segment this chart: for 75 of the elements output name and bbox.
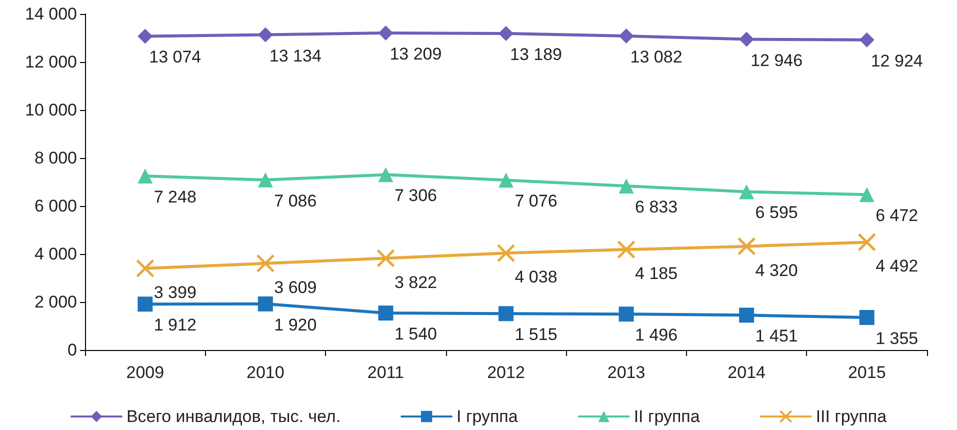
- x-tick-label: 2013: [607, 363, 646, 382]
- y-tick-label: 2 000: [34, 292, 77, 312]
- point: [498, 26, 514, 41]
- point: [378, 25, 394, 40]
- legend-label: II группа: [634, 407, 700, 426]
- data-label: 7 248: [154, 188, 196, 207]
- y-tick-label: 6 000: [34, 196, 77, 216]
- data-label: 1 920: [274, 315, 317, 334]
- data-label: 13 074: [149, 48, 202, 67]
- y-tick-label: 14 000: [25, 4, 77, 24]
- y-tick-label: 0: [68, 340, 77, 360]
- point: [618, 178, 634, 194]
- data-label: 1 540: [394, 324, 437, 344]
- data-label: 13 134: [269, 46, 322, 66]
- data-label: 13 082: [630, 48, 682, 67]
- data-label: 4 038: [514, 268, 558, 287]
- point: [378, 306, 394, 321]
- data-label: 12 924: [870, 51, 923, 70]
- point: [739, 184, 754, 200]
- x-tick-label: 2012: [487, 363, 525, 382]
- data-label: 7 306: [394, 186, 437, 206]
- point: [739, 308, 754, 323]
- data-label: 7 076: [514, 192, 558, 211]
- point: [256, 254, 275, 273]
- point: [859, 187, 874, 202]
- x-tick-label: 2009: [126, 363, 164, 382]
- x-tick-label: 2015: [848, 363, 886, 382]
- data-label: 13 209: [390, 44, 442, 64]
- y-tick-label: 10 000: [25, 100, 77, 120]
- point: [258, 172, 273, 188]
- point: [617, 240, 636, 259]
- point: [378, 167, 394, 182]
- data-label: 6 833: [635, 198, 678, 217]
- legend-label: Всего инвалидов, тыс. чел.: [126, 407, 341, 426]
- data-label: 6 595: [755, 203, 798, 222]
- point: [498, 306, 514, 322]
- point: [138, 28, 153, 44]
- point: [138, 296, 153, 312]
- data-label: 7 086: [274, 191, 317, 210]
- point: [618, 306, 634, 322]
- point: [376, 249, 395, 268]
- data-label: 1 496: [635, 326, 678, 345]
- point: [496, 244, 516, 262]
- data-label: 1 451: [755, 326, 798, 346]
- y-tick-label: 4 000: [34, 244, 77, 264]
- data-label: 4 492: [876, 256, 918, 276]
- data-label: 3 609: [274, 278, 317, 297]
- point: [739, 32, 754, 47]
- data-label: 3 399: [154, 282, 196, 302]
- data-label: 1 515: [514, 325, 558, 344]
- x-tick-label: 2010: [246, 363, 284, 382]
- point: [859, 32, 874, 48]
- data-label: 6 472: [876, 206, 918, 226]
- point: [138, 168, 153, 184]
- data-label: 1 912: [154, 316, 196, 335]
- point: [498, 172, 514, 188]
- data-label: 4 320: [755, 260, 798, 280]
- data-label: 13 189: [510, 44, 562, 64]
- point: [136, 259, 154, 278]
- x-tick-label: 2011: [367, 363, 404, 382]
- point: [858, 232, 876, 252]
- data-label: 1 355: [876, 328, 918, 348]
- data-label: 3 822: [394, 272, 437, 292]
- legend-label: I группа: [456, 407, 518, 426]
- point: [258, 27, 273, 42]
- point: [737, 237, 756, 256]
- legend-label: III группа: [816, 407, 888, 426]
- point: [258, 296, 273, 312]
- point: [859, 310, 874, 325]
- y-tick-label: 8 000: [34, 148, 77, 168]
- point: [618, 28, 634, 44]
- y-tick-label: 12 000: [25, 52, 77, 72]
- x-tick-label: 2014: [728, 363, 766, 382]
- data-label: 12 946: [750, 50, 803, 70]
- data-label: 4 185: [635, 264, 678, 284]
